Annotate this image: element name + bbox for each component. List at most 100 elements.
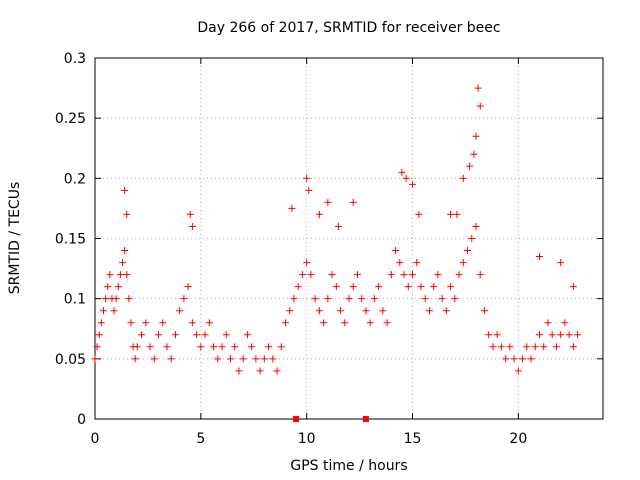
- data-point: [523, 343, 531, 351]
- data-point: [288, 204, 296, 212]
- y-tick-label: 0.1: [64, 292, 86, 308]
- data-point: [447, 210, 455, 218]
- y-tick-label: 0.05: [55, 352, 86, 368]
- data-point: [282, 319, 289, 327]
- data-point: [341, 319, 349, 327]
- data-point: [349, 283, 357, 291]
- data-point: [421, 295, 429, 303]
- data-point: [466, 162, 474, 170]
- data-point: [125, 295, 133, 303]
- data-point: [489, 343, 497, 351]
- data-point: [557, 259, 565, 267]
- data-point: [110, 307, 118, 315]
- data-point: [574, 331, 582, 339]
- x-axis-label: GPS time / hours: [290, 458, 407, 474]
- data-point: [375, 283, 383, 291]
- data-point: [447, 283, 455, 291]
- y-tick-label: 0.3: [64, 51, 86, 67]
- data-point: [334, 222, 342, 230]
- data-point: [184, 283, 192, 291]
- data-point: [290, 295, 298, 303]
- x-tick-label: 10: [298, 431, 316, 447]
- data-point: [121, 186, 129, 194]
- x-tick-label: 15: [404, 431, 422, 447]
- data-point: [155, 331, 162, 339]
- data-point: [91, 355, 99, 363]
- data-point: [565, 331, 573, 339]
- data-point: [527, 355, 535, 363]
- data-point: [180, 295, 188, 303]
- data-point: [324, 198, 332, 206]
- data-point: [99, 307, 107, 315]
- data-point: [303, 259, 311, 267]
- data-point: [119, 259, 127, 267]
- data-point: [201, 331, 209, 339]
- axis-marker: [362, 416, 369, 422]
- data-point: [127, 319, 135, 327]
- data-point: [536, 331, 543, 339]
- data-point: [383, 319, 391, 327]
- data-point: [472, 132, 480, 140]
- data-point: [464, 247, 472, 255]
- data-point: [476, 271, 484, 279]
- data-point: [210, 343, 218, 351]
- data-point: [205, 319, 213, 327]
- y-tick-label: 0.15: [55, 232, 86, 248]
- data-point: [459, 259, 467, 267]
- data-point: [476, 102, 484, 110]
- data-point: [97, 319, 105, 327]
- data-point: [332, 283, 340, 291]
- data-point: [415, 210, 423, 218]
- data-point: [349, 198, 357, 206]
- y-tick-label: 0: [77, 412, 86, 428]
- data-point: [138, 331, 146, 339]
- data-point: [193, 331, 201, 339]
- data-point: [294, 283, 302, 291]
- data-point: [167, 355, 175, 363]
- data-point: [226, 355, 234, 363]
- data-point: [497, 343, 505, 351]
- data-point: [239, 355, 247, 363]
- data-point: [95, 331, 103, 339]
- data-point: [402, 174, 410, 182]
- data-point: [493, 331, 501, 339]
- data-point: [345, 295, 353, 303]
- data-point: [197, 343, 205, 351]
- data-point: [417, 283, 425, 291]
- y-tick-label: 0.2: [64, 171, 86, 187]
- data-point: [112, 295, 120, 303]
- data-point: [366, 319, 374, 327]
- data-point: [146, 343, 154, 351]
- x-tick-label: 5: [196, 431, 205, 447]
- data-point: [398, 168, 406, 176]
- data-point: [102, 295, 110, 303]
- data-point: [171, 331, 179, 339]
- data-point: [163, 343, 171, 351]
- data-point: [93, 343, 101, 351]
- data-point: [480, 307, 488, 315]
- data-point: [468, 235, 476, 242]
- data-point: [379, 307, 387, 315]
- data-point: [400, 271, 408, 279]
- data-point: [315, 307, 323, 315]
- data-point: [324, 295, 332, 303]
- axis-markers: [293, 416, 369, 422]
- data-point: [265, 343, 273, 351]
- data-point: [311, 295, 319, 303]
- data-point: [519, 355, 527, 363]
- data-point: [392, 247, 400, 255]
- data-point: [362, 307, 370, 315]
- data-point: [106, 271, 114, 279]
- data-point: [396, 259, 404, 267]
- data-point: [273, 367, 281, 375]
- data-point: [459, 174, 467, 182]
- data-point: [218, 343, 226, 351]
- axis-marker: [293, 416, 300, 422]
- data-point: [328, 271, 336, 279]
- data-point: [514, 367, 522, 375]
- data-point: [116, 271, 124, 279]
- data-point: [243, 331, 251, 339]
- data-point: [569, 343, 577, 351]
- grid: [95, 58, 603, 419]
